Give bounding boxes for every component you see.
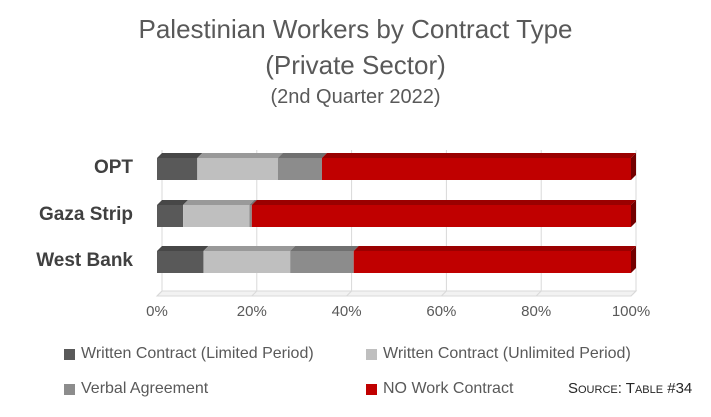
bar-segment: [353, 251, 631, 273]
bar-segment: [157, 205, 184, 227]
bar-segment-top: [157, 200, 189, 205]
chart-subtitle-period: (2nd Quarter 2022): [270, 86, 441, 108]
bar-segment-top: [157, 246, 209, 251]
bar-segment: [251, 205, 632, 227]
bar-segment-top: [203, 246, 296, 251]
gridline: [251, 150, 258, 297]
category-label: OPT: [93, 157, 133, 178]
legend-swatch: [64, 348, 75, 360]
gridline: [441, 150, 447, 297]
bar-segment: [183, 205, 250, 227]
bar-segment: [249, 205, 252, 227]
bar-segment-top: [353, 246, 636, 251]
bar-segment: [197, 158, 278, 180]
bar-segment: [157, 251, 204, 273]
bar-segment-top: [321, 153, 636, 158]
legend-label: Written Contract (Unlimited Period): [383, 345, 631, 362]
bar-segment-top: [277, 153, 327, 158]
gridline: [535, 150, 542, 297]
tick-label: 100%: [611, 303, 651, 320]
chart-floor: [155, 290, 638, 297]
category-label: Gaza Strip: [39, 204, 133, 225]
bar-end-face: [631, 200, 636, 227]
gridline: [346, 150, 353, 297]
legend-item: Written Contract (Limited Period): [64, 345, 314, 363]
bar-end-face: [631, 246, 636, 273]
bar-segment: [321, 158, 631, 180]
bar-end-face: [631, 153, 636, 180]
chart-subtitle: (Private Sector): [265, 50, 446, 80]
bar-segment: [277, 158, 322, 180]
legend-label: NO Work Contract: [383, 380, 514, 397]
category-label: West Bank: [36, 250, 133, 271]
legend-swatch: [64, 383, 75, 395]
gridline: [630, 150, 637, 297]
tick-label: 0%: [146, 303, 168, 320]
bar-segment: [203, 251, 291, 273]
bar-segment: [157, 158, 198, 180]
legend-label: Verbal Agreement: [81, 380, 209, 397]
tick-label: 80%: [521, 303, 552, 320]
tick-label: 60%: [426, 303, 457, 320]
source-note: Source: Table #34: [568, 380, 693, 397]
bar-segment-top: [197, 153, 283, 158]
legend-item: Written Contract (Unlimited Period): [366, 345, 631, 363]
chart-title: Palestinian Workers by Contract Type: [138, 14, 573, 44]
legend-label: Written Contract (Limited Period): [81, 345, 314, 362]
bar-segment-top: [183, 200, 255, 205]
bar-segment-top: [157, 153, 203, 158]
bar-segment-top: [290, 246, 359, 251]
tick-label: 40%: [331, 303, 362, 320]
legend-swatch: [366, 348, 377, 360]
legend-item: Verbal Agreement: [64, 380, 208, 398]
bar-segment-top: [249, 200, 257, 205]
gridline: [156, 150, 163, 297]
legend-item: NO Work Contract: [366, 380, 513, 398]
tick-label: 20%: [236, 303, 267, 320]
bar-segment-top: [251, 200, 637, 205]
bar-segment: [290, 251, 354, 273]
legend-swatch: [366, 383, 377, 395]
